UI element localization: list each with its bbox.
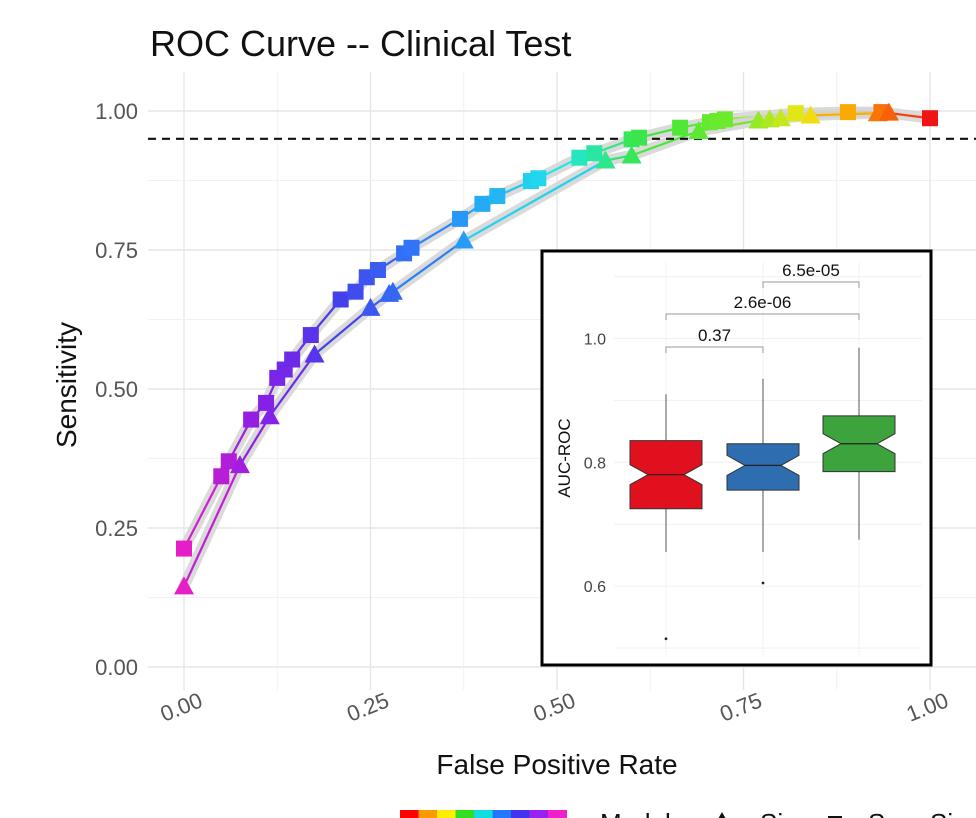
legend-triangle-key <box>718 812 726 818</box>
square-marker <box>672 119 689 136</box>
square-marker <box>332 291 349 308</box>
triangle-marker <box>800 105 821 124</box>
square-marker <box>403 239 420 256</box>
triangle-marker <box>229 455 250 474</box>
colorbar-segment <box>474 810 493 818</box>
curve-segment <box>410 217 462 249</box>
triangle-marker <box>360 297 381 316</box>
triangle-marker <box>304 344 325 363</box>
box-2 <box>726 443 800 491</box>
legend: Model Si... Sq... Si... <box>400 808 975 818</box>
triangle-marker <box>770 108 791 127</box>
x-tick-labels: 0.00 0.25 0.50 0.75 1.00 <box>157 687 952 726</box>
chart-title: ROC Curve -- Clinical Test <box>150 23 571 64</box>
legend-entry: Si... <box>760 808 805 818</box>
square-marker <box>839 104 856 121</box>
square-marker <box>922 110 938 127</box>
square-marker <box>213 468 230 485</box>
square-marker <box>176 540 192 557</box>
triangle-marker <box>259 406 280 425</box>
colorbar-segment <box>529 810 549 818</box>
square-marker <box>347 283 364 300</box>
curve-segment <box>182 464 242 588</box>
comparison-bracket <box>762 281 860 288</box>
x-axis-title: False Positive Rate <box>436 749 677 780</box>
y-tick-label: 0.50 <box>95 377 138 402</box>
square-marker <box>220 453 237 470</box>
y-axis-title: Sensitivity <box>51 322 82 448</box>
square-marker <box>284 351 301 368</box>
y-tick-label: 0.25 <box>95 516 138 541</box>
curve-segment <box>238 415 271 467</box>
curve-segment <box>182 475 223 550</box>
square-marker <box>302 327 319 344</box>
legend-entry: Si... <box>930 808 975 818</box>
square-marker <box>631 129 648 146</box>
square-marker <box>369 262 386 279</box>
square-marker <box>787 105 804 122</box>
y-tick-label: 0.00 <box>95 655 138 680</box>
triangle-marker <box>453 230 474 249</box>
colorbar-segment <box>418 810 438 818</box>
square-marker <box>586 145 603 162</box>
comparison-pvalue: 0.37 <box>698 326 731 345</box>
triangle-marker <box>621 145 642 164</box>
inset-y-title: AUC-ROC <box>555 418 574 497</box>
square-marker <box>243 411 260 428</box>
square-marker <box>716 111 733 128</box>
curve-segment <box>391 239 465 293</box>
curve-segment <box>462 159 607 242</box>
comparison-bracket <box>665 313 860 320</box>
triangle-marker <box>878 102 899 121</box>
square-marker <box>474 195 491 212</box>
outlier-point <box>761 581 765 585</box>
triangle-marker <box>382 281 403 300</box>
triangle-marker <box>595 150 616 169</box>
x-tick-label: 1.00 <box>903 687 952 726</box>
square-marker <box>489 188 506 205</box>
legend-square-key <box>828 816 842 818</box>
colorbar-segment <box>437 810 456 818</box>
legend-title: Model <box>600 808 671 818</box>
y-tick-label: 0.75 <box>95 238 138 263</box>
comparison-pvalue: 2.6e-06 <box>734 293 792 312</box>
curve-segment <box>268 353 316 418</box>
y-tick-label: 1.00 <box>95 99 138 124</box>
y-tick-labels: 0.00 0.25 0.50 0.75 1.00 <box>95 99 138 680</box>
x-tick-label: 0.75 <box>716 687 765 726</box>
square-marker <box>258 394 275 411</box>
inset-y-tick: 0.8 <box>584 455 606 472</box>
square-marker <box>530 170 547 187</box>
x-tick-label: 0.00 <box>157 687 206 726</box>
colorbar-segment <box>492 810 512 818</box>
legend-entry: Sq... <box>868 808 921 818</box>
colorbar-segment <box>400 810 419 818</box>
square-marker <box>452 210 469 227</box>
inset-y-tick: 0.6 <box>584 579 606 596</box>
x-tick-label: 0.50 <box>530 687 579 726</box>
triangle-marker <box>174 576 194 595</box>
roc-markers <box>174 102 938 595</box>
triangle-marker <box>688 121 709 140</box>
colorbar-segment <box>455 810 475 818</box>
square-marker <box>571 149 588 166</box>
inset-y-tick: 1.0 <box>584 331 606 348</box>
colorbar-segment <box>511 810 530 818</box>
comparison-pvalue: 6.5e-05 <box>782 261 840 280</box>
x-tick-label: 0.25 <box>343 687 392 726</box>
auc-boxplot-inset: 0.6 0.8 1.0 AUC-ROC 0.372.6e-06 6.5e-05 <box>540 249 933 667</box>
colorbar-segment <box>548 810 567 818</box>
outlier-point <box>664 637 668 641</box>
comparison-bracket <box>665 346 764 353</box>
